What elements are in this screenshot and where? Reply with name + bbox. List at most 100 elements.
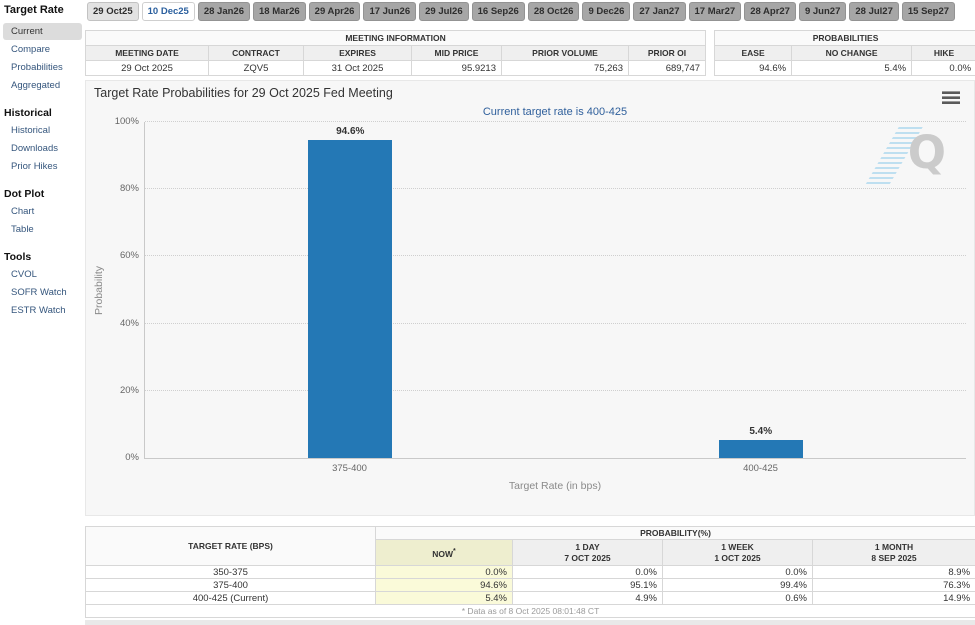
x-axis-title: Target Rate (in bps) (144, 480, 966, 492)
sidebar-section-title-tools: Tools (0, 247, 85, 265)
bar-value-label: 94.6% (336, 126, 364, 137)
probabilities-summary-table: PROBABILITIES EASE NO CHANGE HIKE 94.6% … (714, 30, 975, 76)
probability-1-day: 4.9% (513, 592, 663, 605)
col-header-meeting-date: MEETING DATE (86, 46, 209, 61)
probability-1-week: 0.0% (663, 566, 813, 579)
tab-meeting-date[interactable]: 15 Sep27 (902, 2, 955, 21)
probability-bar-400-425[interactable] (719, 440, 803, 458)
col-header-prior-volume: PRIOR VOLUME (502, 46, 629, 61)
col-header-contract: CONTRACT (209, 46, 304, 61)
x-axis-tick: 375-400 (144, 463, 555, 474)
tab-meeting-date[interactable]: 28 Jan26 (198, 2, 250, 21)
sidebar-item-estr-watch[interactable]: ESTR Watch (3, 302, 82, 319)
sidebar-section-title-historical: Historical (0, 103, 85, 121)
probability-now: 5.4% (376, 592, 513, 605)
chart-plot-area: 0% 20% 40% 60% 80% 100% Probability Q 94… (144, 122, 966, 459)
col-header-prior-oi: PRIOR OI (629, 46, 706, 61)
sidebar-item-chart[interactable]: Chart (3, 203, 82, 220)
tab-meeting-date[interactable]: 28 Jul27 (849, 2, 899, 21)
main-content: MEETING INFORMATION MEETING DATE CONTRAC… (85, 24, 975, 625)
col-header-target-rate-bps: TARGET RATE (BPS) (86, 527, 376, 566)
x-axis-tick: 400-425 (555, 463, 966, 474)
tab-meeting-date[interactable]: 9 Dec26 (582, 2, 630, 21)
y-axis-title: Probability (93, 122, 105, 458)
chart-subtitle: Current target rate is 400-425 (144, 106, 966, 118)
probabilities-title: PROBABILITIES (715, 31, 975, 46)
table-row: 94.6% 5.4% 0.0% (715, 61, 975, 76)
target-rate-range: 400-425 (Current) (86, 592, 376, 605)
bar-slot-400-425: 5.4% (556, 122, 967, 458)
probability-1-month: 14.9% (813, 592, 975, 605)
meeting-info-title: MEETING INFORMATION (86, 31, 706, 46)
bottom-scroll-strip[interactable] (85, 620, 975, 625)
chart-menu-icon[interactable] (938, 87, 964, 107)
data-as-of-footnote: * Data as of 8 Oct 2025 08:01:48 CT (86, 605, 975, 618)
no-change-probability-value: 5.4% (792, 61, 912, 76)
probability-history-table: TARGET RATE (BPS) PROBABILITY(%) NOW* 1 … (85, 526, 975, 618)
tab-meeting-date[interactable]: 27 Jan27 (633, 2, 685, 21)
target-rate-range: 350-375 (86, 566, 376, 579)
tab-meeting-date[interactable]: 29 Jul26 (419, 2, 469, 21)
table-row: 375-400 94.6% 95.1% 99.4% 76.3% (86, 579, 975, 592)
tab-meeting-date[interactable]: 29 Apr26 (309, 2, 361, 21)
sidebar-item-cvol[interactable]: CVOL (3, 266, 82, 283)
x-axis-labels: 375-400 400-425 (144, 463, 966, 474)
tab-meeting-date[interactable]: 18 Mar26 (253, 2, 306, 21)
probability-chart: Target Rate Probabilities for 29 Oct 202… (85, 80, 975, 516)
probability-1-week: 99.4% (663, 579, 813, 592)
probability-1-day: 0.0% (513, 566, 663, 579)
sidebar-section-title-target-rate: Target Rate (4, 4, 64, 16)
tab-meeting-date[interactable]: 28 Apr27 (744, 2, 796, 21)
expires-value: 31 Oct 2025 (304, 61, 412, 76)
tab-meeting-date[interactable]: 17 Mar27 (689, 2, 742, 21)
col-header-hike: HIKE (912, 46, 975, 61)
probability-1-week: 0.6% (663, 592, 813, 605)
meeting-date-tabbar: 29 Oct25 10 Dec25 28 Jan26 18 Mar26 29 A… (87, 2, 955, 21)
sidebar-item-compare[interactable]: Compare (3, 41, 82, 58)
col-header-ease: EASE (715, 46, 792, 61)
tab-meeting-date[interactable]: 10 Dec25 (142, 2, 195, 21)
prior-volume-value: 75,263 (502, 61, 629, 76)
col-header-expires: EXPIRES (304, 46, 412, 61)
col-header-now: NOW* (376, 540, 513, 566)
sidebar-item-prior-hikes[interactable]: Prior Hikes (3, 158, 82, 175)
tab-meeting-date[interactable]: 17 Jun26 (363, 2, 416, 21)
probability-1-day: 95.1% (513, 579, 663, 592)
probability-1-month: 8.9% (813, 566, 975, 579)
table-row: 29 Oct 2025 ZQV5 31 Oct 2025 95.9213 75,… (86, 61, 706, 76)
group-header-probability: PROBABILITY(%) (376, 527, 975, 540)
sidebar-item-probabilities[interactable]: Probabilities (3, 59, 82, 76)
meeting-information-table: MEETING INFORMATION MEETING DATE CONTRAC… (85, 30, 706, 76)
probability-now: 94.6% (376, 579, 513, 592)
table-row: 350-375 0.0% 0.0% 0.0% 8.9% (86, 566, 975, 579)
tab-meeting-date[interactable]: 9 Jun27 (799, 2, 846, 21)
table-row: 400-425 (Current) 5.4% 4.9% 0.6% 14.9% (86, 592, 975, 605)
summary-tables-row: MEETING INFORMATION MEETING DATE CONTRAC… (85, 30, 975, 76)
meeting-date-value: 29 Oct 2025 (86, 61, 209, 76)
bar-value-label: 5.4% (749, 426, 772, 437)
sidebar-item-sofr-watch[interactable]: SOFR Watch (3, 284, 82, 301)
sidebar-item-current[interactable]: Current (3, 23, 82, 40)
tab-meeting-date[interactable]: 29 Oct25 (87, 2, 139, 21)
chart-title: Target Rate Probabilities for 29 Oct 202… (94, 86, 393, 100)
target-rate-range: 375-400 (86, 579, 376, 592)
bar-slot-375-400: 94.6% (145, 122, 556, 458)
contract-value: ZQV5 (209, 61, 304, 76)
sidebar-item-historical[interactable]: Historical (3, 122, 82, 139)
probability-bar-375-400[interactable] (308, 140, 392, 458)
mid-price-value: 95.9213 (412, 61, 502, 76)
probability-now: 0.0% (376, 566, 513, 579)
sidebar-item-downloads[interactable]: Downloads (3, 140, 82, 157)
probability-1-month: 76.3% (813, 579, 975, 592)
sidebar-section-title-dot-plot: Dot Plot (0, 184, 85, 202)
tab-meeting-date[interactable]: 16 Sep26 (472, 2, 525, 21)
sidebar-item-aggregated[interactable]: Aggregated (3, 77, 82, 94)
sidebar-item-table[interactable]: Table (3, 221, 82, 238)
prior-oi-value: 689,747 (629, 61, 706, 76)
hike-probability-value: 0.0% (912, 61, 975, 76)
col-header-no-change: NO CHANGE (792, 46, 912, 61)
tab-meeting-date[interactable]: 28 Oct26 (528, 2, 580, 21)
